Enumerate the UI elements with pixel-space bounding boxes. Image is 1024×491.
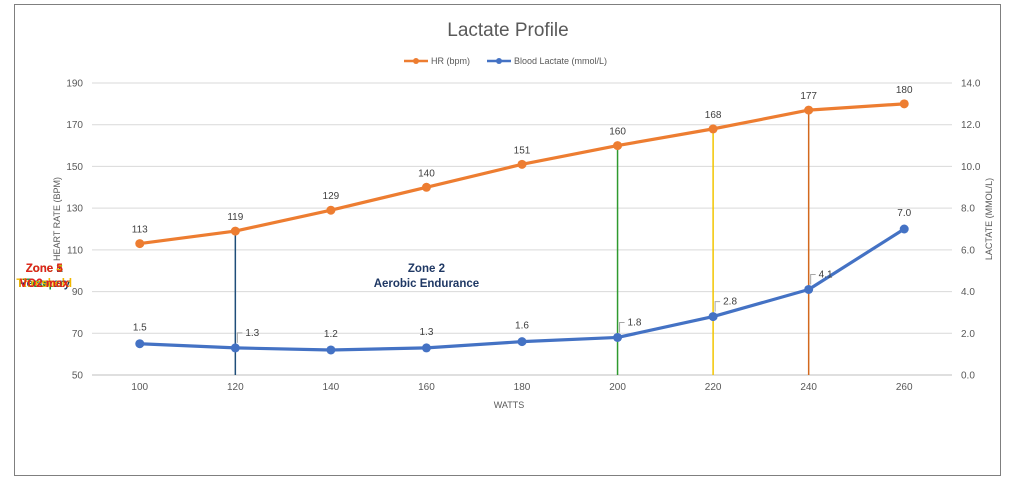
y-right-tick-label: 14.0 — [961, 79, 981, 90]
x-tick-label: 120 — [227, 382, 244, 393]
hr-data-label: 119 — [227, 212, 243, 223]
y-axis-left-title: HEART RATE (BPM) — [52, 177, 62, 261]
x-tick-label: 260 — [896, 382, 913, 393]
hr-point — [899, 99, 909, 109]
y-left-tick-label: 50 — [72, 371, 84, 382]
y-right-tick-label: 2.0 — [961, 329, 975, 340]
x-axis-ticks: 100 120 140 160 180 200 220 240 260 — [131, 382, 913, 393]
zone-label-title: Zone 3 — [26, 263, 63, 275]
lactate-data-label: 1.5 — [133, 323, 147, 334]
lactate-point — [804, 284, 814, 294]
hr-data-label: 129 — [323, 191, 340, 202]
y-left-tick-label: 110 — [67, 245, 83, 256]
hr-data-label: 113 — [132, 225, 148, 236]
x-tick-label: 220 — [705, 382, 722, 393]
y-left-tick-label: 90 — [72, 287, 84, 298]
hr-data-label: 180 — [896, 85, 913, 96]
y-left-tick-label: 190 — [66, 79, 83, 90]
y-axis-right-title: LACTATE (MMOL/L) — [984, 178, 994, 260]
hr-point — [230, 226, 240, 236]
hr-data-label: 177 — [800, 91, 817, 102]
lactate-point — [230, 343, 240, 353]
y-right-tick-label: 10.0 — [961, 162, 981, 173]
lactate-data-label: 1.6 — [515, 321, 529, 332]
y-left-tick-label: 130 — [66, 204, 83, 215]
lactate-point — [135, 339, 145, 349]
zone-label-title: Zone 5 — [26, 263, 64, 275]
lactate-callout-leader — [714, 301, 721, 312]
lactate-callout-leader — [236, 332, 243, 343]
zone-label-title: Zone 2 — [408, 263, 445, 275]
lactate-point — [899, 224, 909, 234]
hr-point — [613, 141, 623, 151]
lactate-callout-leader — [619, 321, 625, 333]
legend: HR (bpm) Blood Lactate (mmol/L) — [404, 56, 607, 66]
zone-label-title: Zone 4 — [26, 263, 64, 275]
x-tick-label: 140 — [323, 382, 340, 393]
hr-data-label: 160 — [609, 127, 626, 138]
lactate-data-label: 2.8 — [723, 297, 737, 308]
zone-label-name: VO2 max — [20, 278, 70, 290]
hr-point — [135, 239, 145, 249]
lactate-data-label: 1.3 — [419, 327, 433, 338]
lactate-point — [708, 312, 718, 322]
y-left-tick-label: 70 — [72, 329, 84, 340]
lactate-point — [421, 343, 431, 353]
hr-point — [326, 205, 336, 215]
chart-title: Lactate Profile — [447, 20, 568, 41]
legend-lactate-marker — [496, 58, 502, 64]
hr-point — [804, 105, 814, 115]
zone-label-title: Zone 1 — [26, 263, 64, 275]
zone-label-name: Tempo — [26, 278, 63, 290]
hr-data-label: 151 — [514, 145, 531, 156]
zone-label-name: Aerobic Endurance — [374, 278, 479, 290]
series-layer: 113 119 129 140 151 160 168 177 180 1.5 1.3 1.2 1.3 1… — [132, 85, 913, 355]
lactate-point — [326, 345, 336, 355]
hr-point — [421, 182, 431, 192]
lactate-point — [613, 332, 623, 342]
zone-label-name: Threshold — [16, 278, 72, 290]
hr-data-label: 140 — [418, 168, 435, 179]
y-right-tick-label: 4.0 — [961, 287, 975, 298]
lactate-data-label: 1.8 — [628, 317, 642, 328]
lactate-data-label: 4.1 — [819, 269, 833, 280]
zone-labels: Zone 1 Recovery Zone 2 Aerobic Endurance Zon… — [16, 263, 479, 290]
y-right-tick-label: 12.0 — [961, 120, 981, 131]
x-tick-label: 240 — [800, 382, 817, 393]
x-tick-label: 100 — [131, 382, 148, 393]
x-axis-title: WATTS — [494, 400, 525, 410]
lactate-data-label: 1.3 — [245, 328, 259, 339]
hr-data-label: 168 — [705, 110, 722, 121]
x-tick-label: 200 — [609, 382, 626, 393]
x-tick-label: 180 — [514, 382, 531, 393]
y-axis-left-ticks: 50 70 90 110 130 150 170 190 — [66, 79, 83, 382]
lactate-callout-leader — [810, 273, 816, 285]
y-left-tick-label: 170 — [66, 120, 83, 131]
y-left-tick-label: 150 — [66, 162, 83, 173]
y-axis-right-ticks: 0.0 2.0 4.0 6.0 8.0 10.0 12.0 14.0 — [961, 79, 981, 382]
legend-hr-label: HR (bpm) — [431, 56, 470, 66]
y-right-tick-label: 0.0 — [961, 371, 975, 382]
legend-lactate-label: Blood Lactate (mmol/L) — [514, 56, 607, 66]
lactate-data-label: 7.0 — [897, 208, 911, 219]
hr-point — [708, 124, 718, 134]
zone-label-name: Recovery — [18, 278, 70, 290]
lactate-data-label: 1.2 — [324, 329, 338, 340]
y-right-tick-label: 6.0 — [961, 245, 975, 256]
x-tick-label: 160 — [418, 382, 435, 393]
y-right-tick-label: 8.0 — [961, 204, 975, 215]
legend-hr-marker — [413, 58, 419, 64]
lactate-point — [517, 337, 527, 347]
hr-point — [517, 159, 527, 169]
